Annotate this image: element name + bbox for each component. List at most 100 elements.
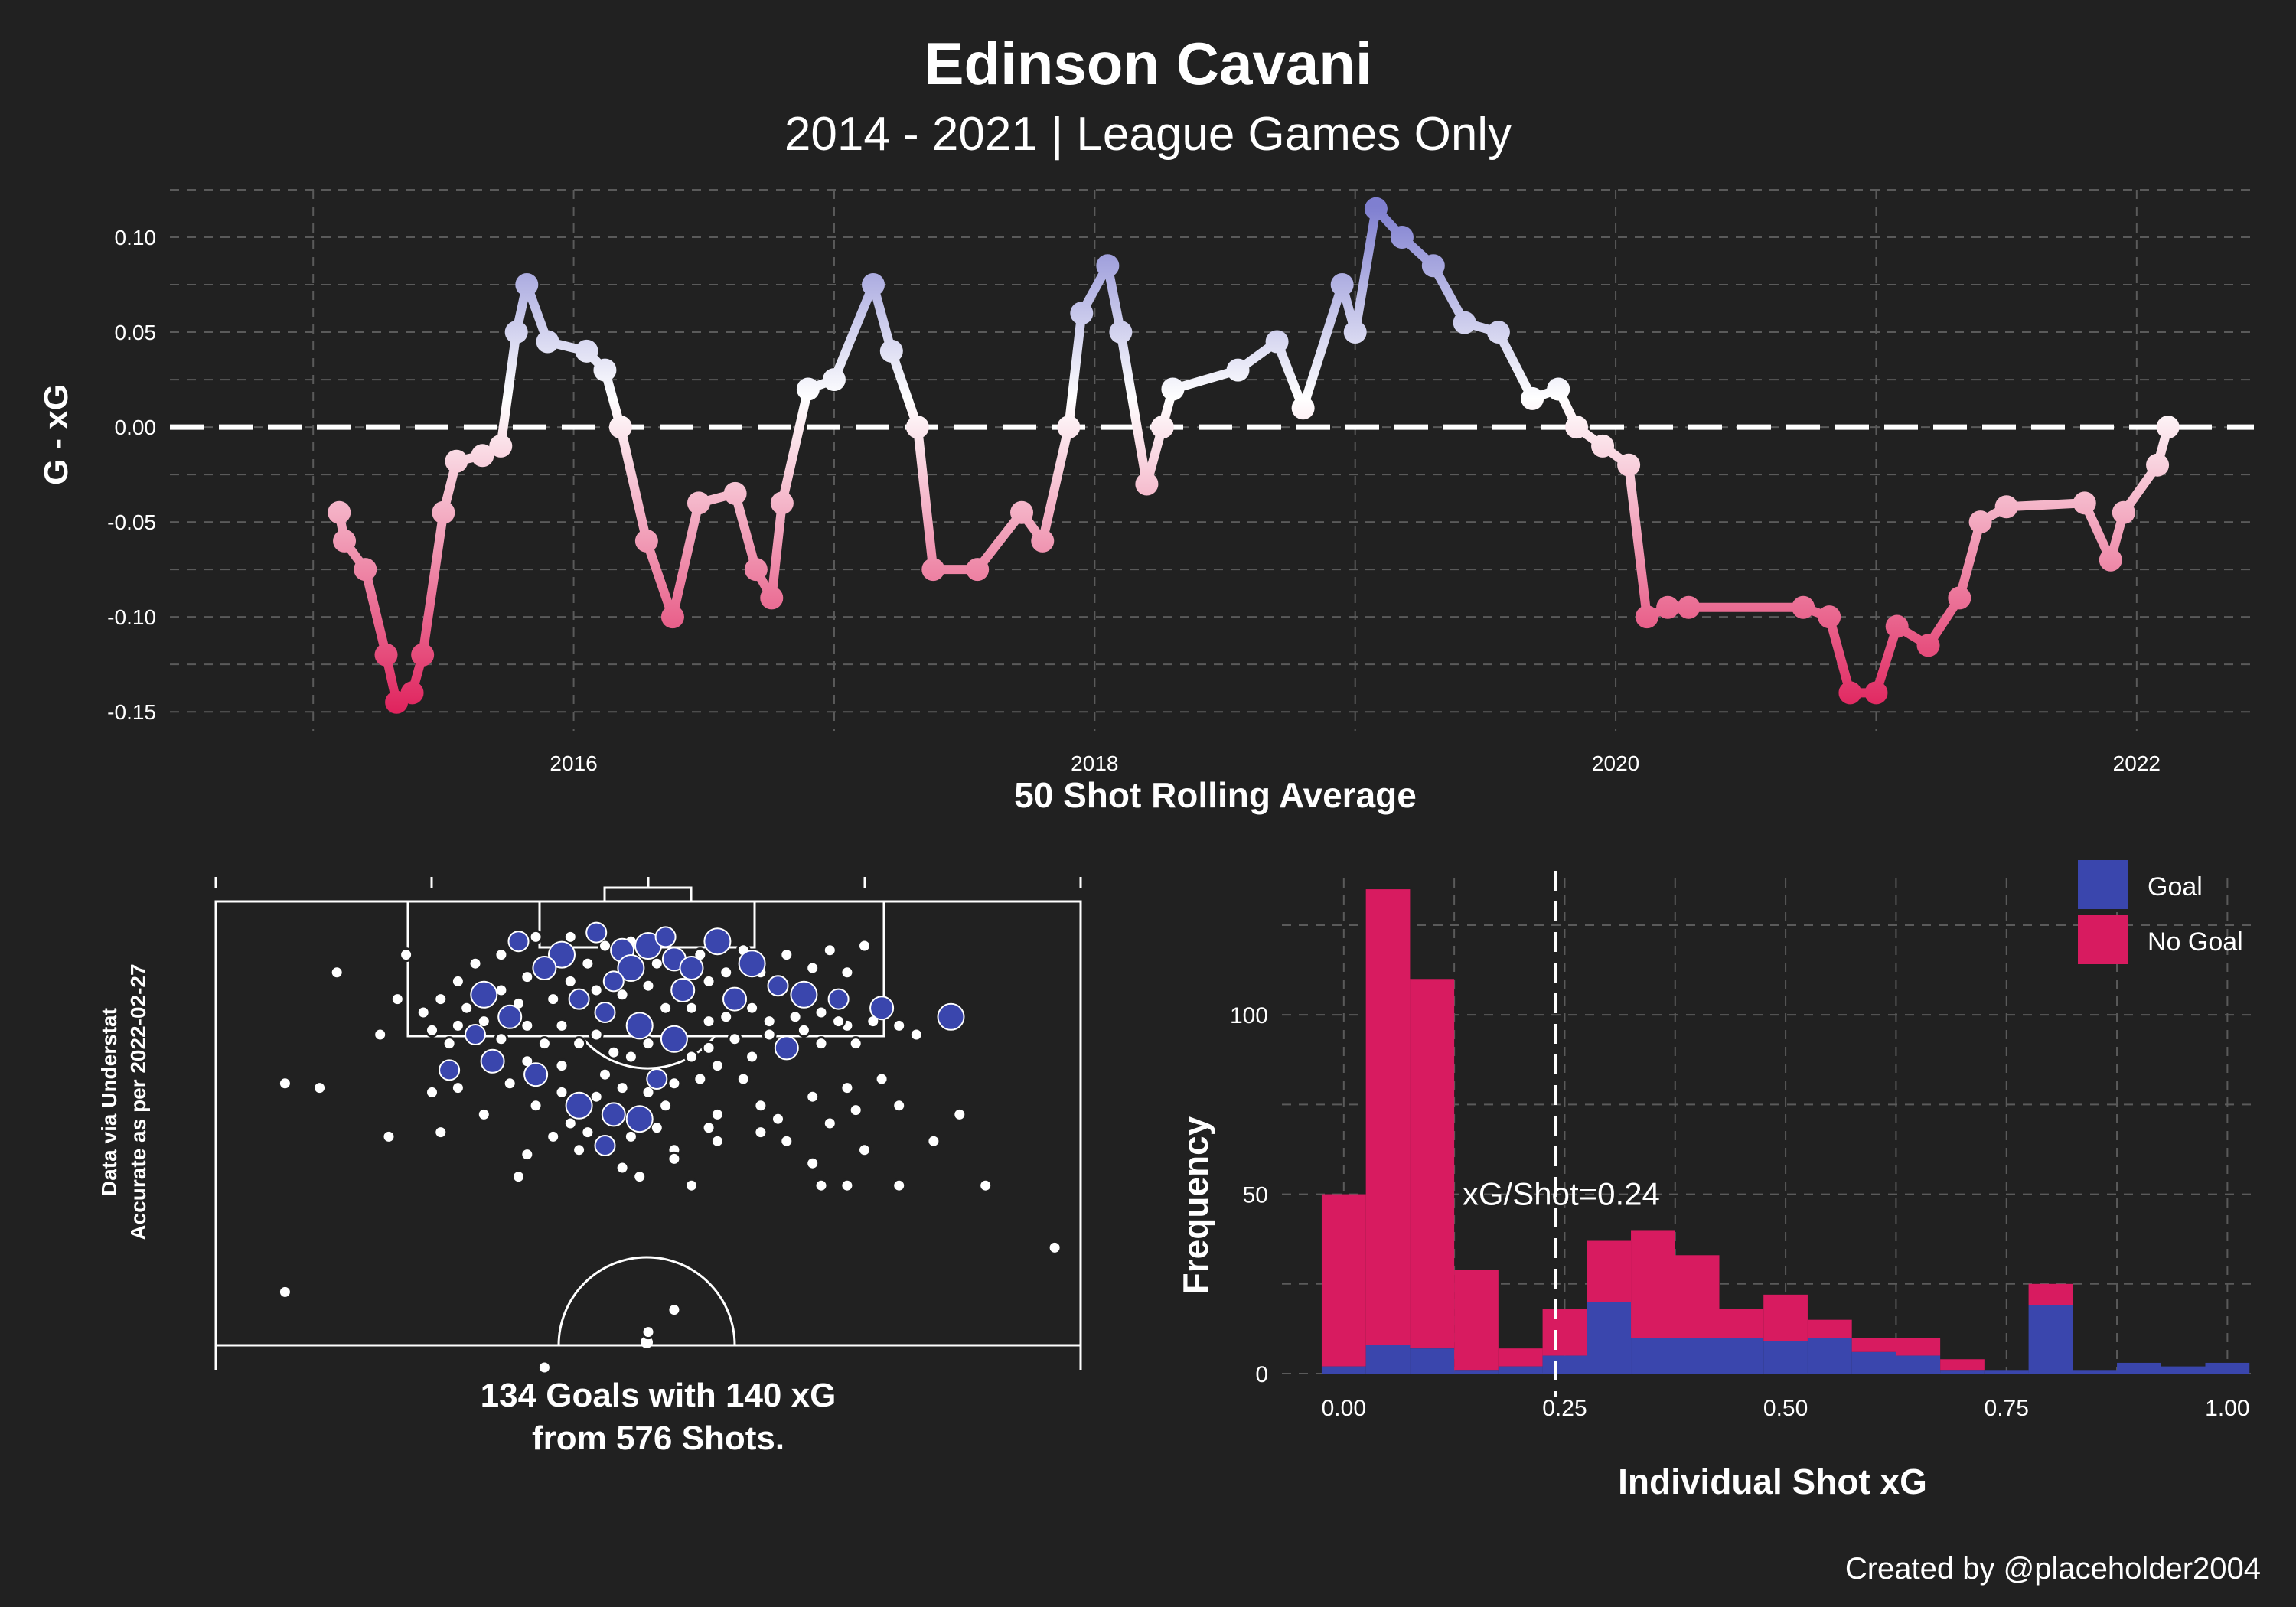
rolling-point — [2112, 500, 2135, 524]
shot-no-goal — [277, 1076, 292, 1091]
bar-goal — [1719, 1338, 1764, 1374]
rolling-point — [328, 500, 351, 524]
shot-no-goal — [580, 1125, 595, 1140]
shot-no-goal — [701, 1014, 716, 1029]
rolling-point — [1656, 595, 1680, 619]
shot-no-goal — [753, 1098, 768, 1113]
shot-no-goal — [399, 947, 414, 963]
line-y-tick-label: -0.05 — [107, 510, 156, 534]
bar-no-goal — [1675, 1255, 1720, 1338]
rolling-point — [1161, 377, 1185, 401]
shot-no-goal — [546, 1129, 561, 1144]
shot-no-goal — [840, 965, 855, 980]
shot-no-goal — [416, 1005, 431, 1020]
legend-swatch-no-goal — [2078, 915, 2128, 964]
hist-x-tick-label: 0.50 — [1763, 1396, 1808, 1421]
rolling-point — [374, 643, 398, 667]
rolling-point — [1390, 226, 1414, 249]
bar-goal — [1454, 1370, 1499, 1374]
shot-no-goal — [554, 1084, 569, 1100]
shot-no-goal — [667, 1302, 682, 1318]
chart-title: Edinson Cavani — [924, 30, 1372, 97]
line-y-tick-label: -0.10 — [107, 605, 156, 629]
chart-subtitle: 2014 - 2021 | League Games Only — [784, 108, 1512, 161]
hist-x-tick-label: 0.00 — [1322, 1396, 1366, 1421]
shot-goal — [625, 1105, 654, 1133]
hist-x-tick-label: 0.75 — [1985, 1396, 2029, 1421]
shot-no-goal — [908, 1027, 924, 1042]
shot-no-goal — [658, 1000, 673, 1015]
shot-no-goal — [727, 1032, 742, 1047]
rolling-point — [862, 273, 885, 297]
rolling-point — [1617, 453, 1641, 477]
shot-goal — [523, 1062, 549, 1087]
shot-goal — [722, 986, 747, 1012]
rolling-point — [1109, 321, 1133, 344]
bar-no-goal — [1631, 1230, 1675, 1338]
shot-no-goal — [805, 1156, 820, 1171]
line-x-tick-label: 2018 — [1071, 751, 1118, 775]
rolling-point — [1521, 386, 1544, 410]
shot-no-goal — [814, 1005, 829, 1020]
hist-y-tick-label: 0 — [1255, 1362, 1268, 1387]
rolling-point — [1226, 358, 1250, 382]
shot-no-goal — [693, 1071, 708, 1087]
rolling-point — [1916, 634, 1940, 657]
rolling-point — [1677, 595, 1701, 619]
rolling-point — [515, 273, 539, 297]
shot-no-goal — [805, 1089, 820, 1104]
shot-no-goal — [649, 1120, 664, 1136]
shot-no-goal — [719, 1009, 734, 1025]
shot-summary: 134 Goals with 140 xG from 576 Shots. — [429, 1374, 888, 1460]
shot-no-goal — [735, 1071, 751, 1087]
shot-goal — [594, 1135, 616, 1156]
shot-no-goal — [709, 1058, 725, 1074]
rolling-point — [1421, 254, 1445, 278]
shot-no-goal — [468, 956, 483, 971]
bar-no-goal — [2028, 1283, 2073, 1305]
shot-no-goal — [822, 943, 837, 958]
centre-spot — [641, 1336, 653, 1348]
shot-no-goal — [433, 1125, 448, 1140]
bar-no-goal — [1542, 1309, 1587, 1356]
shot-no-goal — [563, 973, 578, 989]
bar-goal — [1631, 1338, 1675, 1374]
shot-no-goal — [874, 1071, 889, 1087]
rolling-point — [1330, 273, 1354, 297]
rolling-average-chart: 0.10 0.05 0.00 -0.05 -0.10 -0.15 2016 2018 2020 2… — [38, 189, 2254, 815]
shot-no-goal — [615, 1160, 630, 1175]
shot-goal — [679, 956, 704, 980]
bar-goal — [2028, 1305, 2073, 1374]
rolling-point — [1968, 510, 1992, 534]
shot-goal — [568, 988, 590, 1010]
rolling-point — [1291, 396, 1315, 420]
shot-no-goal — [762, 1014, 777, 1029]
shot-no-goal — [719, 965, 734, 980]
bar-no-goal — [1365, 889, 1411, 1345]
rolling-point — [2073, 491, 2096, 515]
rolling-point — [1565, 416, 1589, 439]
line-x-tick-label: 2022 — [2113, 751, 2161, 775]
rolling-point — [1547, 377, 1570, 401]
rolling-point — [1838, 681, 1862, 705]
shot-no-goal — [709, 1133, 725, 1149]
rolling-point — [921, 558, 945, 582]
bar-goal — [2161, 1366, 2206, 1374]
shot-no-goal — [822, 1116, 837, 1131]
hist-x-tick-label: 0.25 — [1542, 1396, 1587, 1421]
shot-no-goal — [701, 1120, 716, 1136]
goal-frame — [603, 886, 693, 903]
shot-no-goal — [502, 1076, 517, 1091]
shot-goal — [654, 926, 677, 948]
shot-no-goal — [546, 992, 561, 1007]
shot-no-goal — [312, 1081, 328, 1096]
source-line-1: Data via Understat — [97, 1008, 121, 1196]
shot-no-goal — [615, 1081, 630, 1096]
bar-no-goal — [1940, 1359, 1985, 1371]
bar-goal — [1851, 1351, 1896, 1374]
shot-no-goal — [840, 1081, 855, 1096]
rolling-point — [879, 339, 903, 363]
rolling-point — [593, 358, 617, 382]
shot-goal — [767, 975, 789, 997]
legend-label-no-goal: No Goal — [2148, 927, 2243, 957]
